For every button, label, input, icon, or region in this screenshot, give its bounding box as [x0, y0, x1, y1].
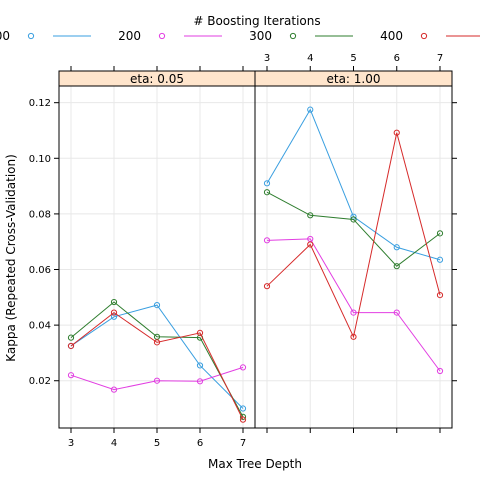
panel-2: eta: 1.00 — [254, 70, 453, 429]
x-tick-label: 4 — [111, 438, 117, 449]
x-tick-label: 5 — [154, 438, 160, 449]
data-point — [263, 283, 271, 290]
series-line — [266, 132, 441, 339]
legend-marker — [27, 32, 35, 40]
data-point — [393, 309, 400, 316]
x-tick-label-top: 3 — [264, 53, 270, 64]
y-tick-label: 0.10 — [29, 154, 51, 165]
data-point — [153, 377, 161, 384]
series-line — [266, 191, 441, 267]
legend-item-100: 100 — [0, 29, 91, 43]
legend-title: # Boosting Iterations — [193, 14, 320, 28]
x-tick-label-top: 4 — [307, 53, 313, 64]
data-point — [436, 230, 444, 237]
y-axis-title: Kappa (Repeated Cross-Validation) — [4, 154, 18, 362]
series-200 — [263, 235, 444, 375]
series-line — [70, 311, 244, 420]
data-point — [307, 241, 314, 248]
series-400 — [67, 309, 247, 423]
data-point — [263, 189, 271, 196]
data-point — [350, 333, 357, 340]
data-point — [239, 416, 247, 423]
legend: 100 200 300 400 — [0, 29, 480, 43]
x-tick-label: 3 — [68, 438, 74, 449]
series-400 — [263, 129, 444, 340]
legend-label: 100 — [0, 29, 10, 43]
data-point — [307, 212, 314, 219]
data-point — [196, 362, 204, 369]
strip-label: eta: 0.05 — [130, 72, 184, 86]
legend-label: 400 — [380, 29, 403, 43]
data-point — [110, 309, 118, 316]
series-300 — [263, 189, 444, 270]
series-line — [70, 304, 244, 409]
x-axis-title: Max Tree Depth — [208, 457, 302, 471]
y-tick-label: 0.08 — [29, 209, 51, 220]
legend-label: 200 — [118, 29, 141, 43]
y-tick-label: 0.06 — [29, 265, 51, 276]
data-point — [67, 372, 75, 379]
data-point — [196, 378, 204, 385]
legend-marker — [289, 32, 297, 40]
y-tick-label: 0.02 — [29, 376, 51, 387]
grid — [255, 86, 452, 428]
legend-item-300: 300 — [249, 29, 353, 43]
data-point — [110, 298, 118, 306]
x-tick-label: 6 — [197, 438, 203, 449]
data-point — [436, 291, 444, 299]
panel-1: eta: 0.05 — [58, 70, 256, 429]
data-point — [350, 309, 357, 316]
data-point — [153, 302, 161, 309]
data-point — [239, 405, 247, 412]
data-point — [196, 329, 204, 337]
grid — [59, 86, 255, 428]
legend-marker — [158, 32, 166, 40]
data-point — [239, 364, 247, 371]
data-point — [263, 237, 271, 244]
x-axis: 3 3 4 4 5 5 6 6 7 7 — [68, 53, 443, 449]
y-tick-label: 0.12 — [29, 98, 51, 109]
data-point — [67, 334, 75, 341]
y-axis: 0.02 0.04 0.06 0.08 0.10 0.12 — [29, 98, 457, 387]
data-point — [263, 180, 271, 187]
series-line — [70, 366, 244, 391]
data-point — [393, 129, 400, 136]
data-point — [436, 256, 444, 263]
series-line — [266, 238, 441, 372]
series-line — [70, 301, 244, 418]
data-point — [67, 342, 75, 350]
legend-item-400: 400 — [380, 29, 480, 43]
legend-item-200: 200 — [118, 29, 222, 43]
data-point — [436, 367, 444, 375]
strip-label: eta: 1.00 — [326, 72, 380, 86]
x-tick-label-top: 6 — [394, 53, 400, 64]
data-point — [350, 216, 357, 223]
x-tick-label-top: 7 — [437, 53, 443, 64]
x-tick-label-top: 5 — [350, 53, 356, 64]
legend-marker — [420, 32, 428, 40]
series-200 — [67, 364, 247, 393]
x-tick-label: 7 — [240, 438, 246, 449]
data-point — [393, 244, 400, 251]
data-point — [393, 263, 400, 270]
legend-label: 300 — [249, 29, 272, 43]
data-point — [110, 386, 118, 393]
panels: eta: 0.05 eta: 1.00 — [58, 70, 453, 429]
data-point — [153, 339, 161, 346]
data-point — [307, 106, 314, 113]
y-tick-label: 0.04 — [29, 321, 51, 332]
data-point — [110, 313, 118, 320]
